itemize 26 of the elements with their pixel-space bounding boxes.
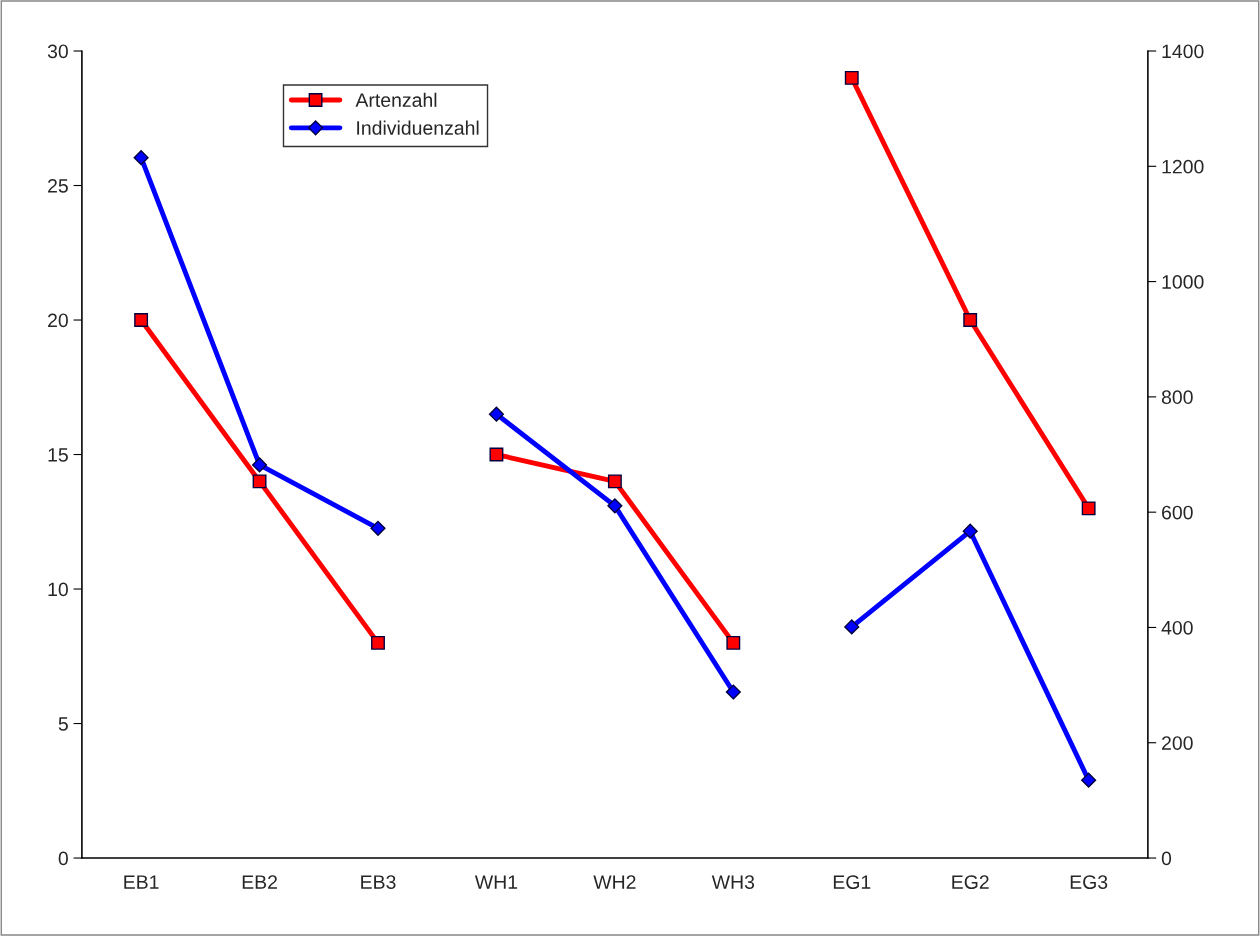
legend-label: Artenzahl: [355, 92, 437, 108]
y-tick-label: 0: [58, 851, 68, 866]
y2-tick-label: 200: [1162, 736, 1193, 750]
x-tick-label: EB1: [124, 875, 159, 889]
y2-tick-label: 0: [1161, 851, 1172, 866]
x-tick-label: WH1: [474, 875, 518, 889]
y-tick-label: 5: [58, 717, 68, 731]
x-tick-label: EB3: [361, 875, 396, 889]
x-tick-label: WH3: [711, 875, 755, 889]
y-tick-label: 30: [47, 44, 68, 59]
y2-tick-label: 1000: [1162, 275, 1204, 289]
x-tick-label: EB2: [242, 875, 277, 889]
x-tick-label: EG3: [1070, 875, 1108, 889]
y2-tick-label: 600: [1162, 505, 1193, 520]
x-tick-label: EG2: [952, 875, 989, 889]
y-tick-label: 10: [48, 582, 68, 597]
y-tick-label: 20: [48, 313, 68, 328]
legend-label: Individuenzahl: [357, 120, 479, 135]
y2-tick-label: 1400: [1162, 44, 1204, 59]
y2-tick-label: 800: [1161, 390, 1193, 405]
y2-tick-label: 400: [1161, 620, 1193, 635]
y-tick-label: 15: [48, 448, 68, 462]
x-tick-label: WH2: [593, 875, 636, 889]
y-tick-label: 25: [48, 178, 68, 193]
x-tick-label: EG1: [833, 875, 871, 889]
y2-tick-label: 1200: [1162, 159, 1204, 174]
